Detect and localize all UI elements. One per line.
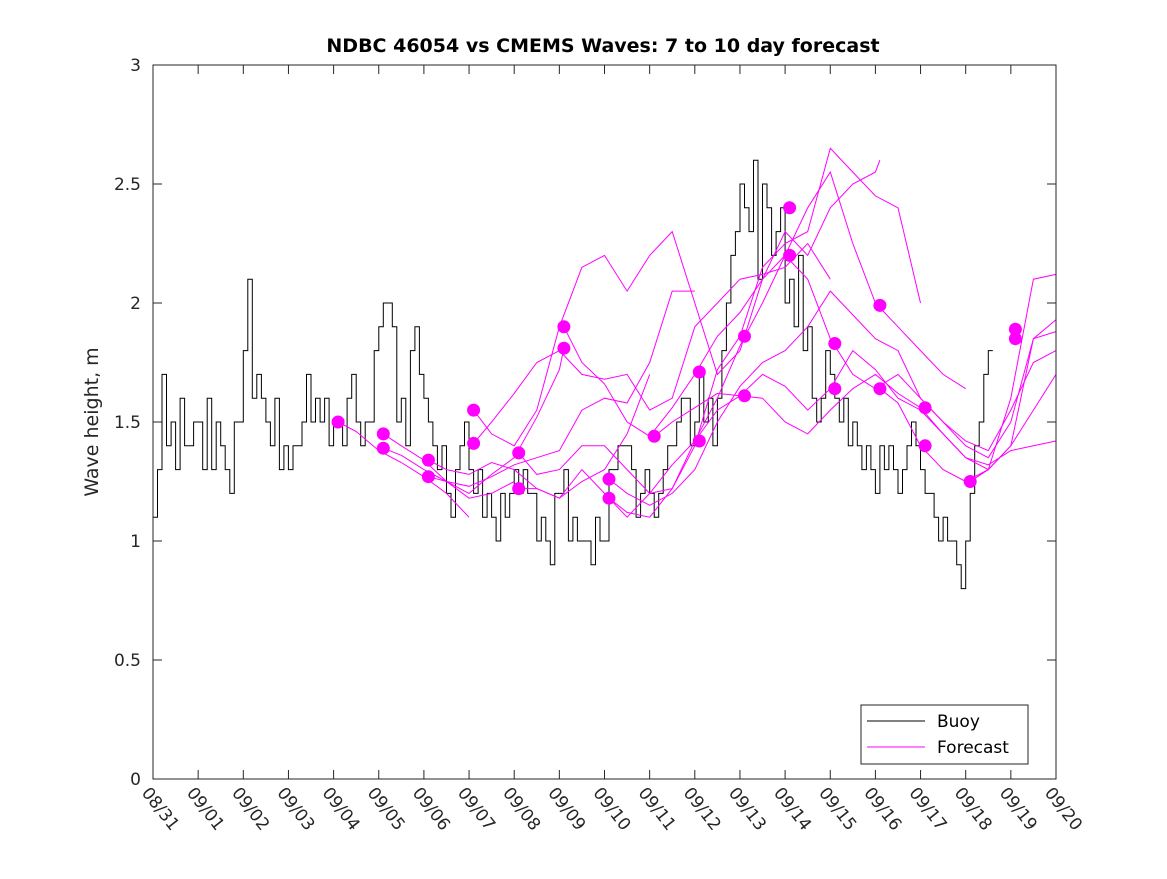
y-tick-label: 0 bbox=[130, 770, 141, 790]
y-tick-label: 1 bbox=[130, 532, 141, 552]
legend-forecast-label: Forecast bbox=[937, 738, 1009, 758]
forecast-line bbox=[563, 254, 1057, 452]
forecast-marker bbox=[783, 248, 797, 262]
buoy-series bbox=[153, 159, 993, 590]
forecast-line bbox=[383, 348, 565, 494]
forecast-line bbox=[428, 290, 695, 487]
forecast-marker bbox=[738, 389, 751, 403]
forecast-marker bbox=[602, 491, 616, 505]
forecast-marker bbox=[738, 329, 751, 343]
forecast-marker bbox=[421, 470, 435, 484]
forecast-marker bbox=[1008, 322, 1022, 336]
forecast-marker bbox=[1008, 332, 1022, 346]
forecast-marker bbox=[828, 382, 842, 396]
forecast-marker bbox=[421, 453, 435, 467]
forecast-marker bbox=[376, 427, 390, 441]
forecast-marker bbox=[828, 337, 842, 350]
y-tick-label: 0.5 bbox=[114, 651, 141, 671]
forecast-line bbox=[518, 170, 966, 518]
forecast-marker bbox=[963, 475, 977, 488]
y-tick-label: 2.5 bbox=[114, 175, 141, 195]
plot-frame bbox=[152, 64, 1057, 780]
forecast-marker bbox=[873, 298, 887, 312]
forecast-marker bbox=[467, 436, 481, 450]
forecast-line bbox=[337, 421, 470, 518]
forecast-marker bbox=[557, 341, 571, 355]
forecast-marker bbox=[647, 429, 661, 443]
forecast-marker bbox=[512, 482, 526, 496]
forecast-marker bbox=[692, 365, 706, 379]
forecast-marker bbox=[376, 441, 390, 455]
buoy-line bbox=[153, 159, 993, 590]
forecast-line bbox=[473, 160, 881, 447]
plot-area bbox=[153, 65, 1056, 779]
y-axis-label: Wave height, m bbox=[81, 347, 103, 496]
forecast-marker bbox=[331, 415, 345, 429]
forecast-marker bbox=[918, 439, 932, 453]
forecast-line bbox=[518, 147, 921, 494]
forecast-start-points bbox=[331, 201, 1022, 505]
forecast-marker bbox=[918, 401, 932, 415]
forecast-marker bbox=[467, 403, 481, 417]
forecast-marker bbox=[783, 201, 797, 215]
legend-box bbox=[860, 704, 1029, 765]
forecast-marker bbox=[602, 472, 616, 486]
y-tick-label: 2 bbox=[130, 294, 141, 314]
y-tick-label: 3 bbox=[130, 56, 141, 76]
forecast-marker bbox=[873, 382, 887, 396]
legend: Buoy Forecast bbox=[860, 704, 1029, 765]
forecast-line bbox=[653, 373, 1057, 466]
forecast-marker bbox=[512, 446, 526, 460]
forecast-line bbox=[608, 290, 1057, 506]
forecast-marker bbox=[557, 320, 571, 334]
chart-title: NDBC 46054 vs CMEMS Waves: 7 to 10 day f… bbox=[326, 35, 879, 57]
forecast-marker bbox=[692, 434, 706, 448]
forecast-line bbox=[473, 242, 831, 444]
y-tick-label: 1.5 bbox=[114, 413, 141, 433]
legend-buoy-label: Buoy bbox=[937, 712, 980, 732]
forecast-line bbox=[969, 331, 1057, 482]
